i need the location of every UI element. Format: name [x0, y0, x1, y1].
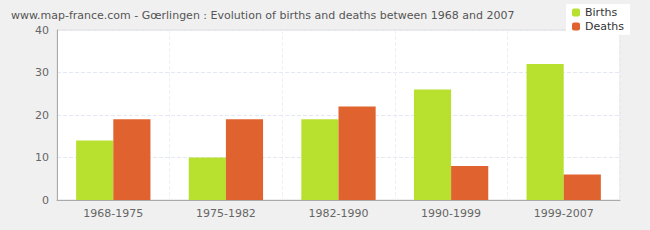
svg-text:Births: Births: [585, 6, 617, 19]
svg-text:www.map-france.com - Gœrlingen: www.map-france.com - Gœrlingen : Evoluti…: [11, 9, 514, 22]
svg-text:20: 20: [35, 109, 49, 122]
svg-text:1990-1999: 1990-1999: [421, 207, 481, 220]
svg-text:1999-2007: 1999-2007: [534, 207, 594, 220]
svg-text:1968-1975: 1968-1975: [83, 207, 143, 220]
svg-text:10: 10: [35, 151, 49, 164]
svg-text:1982-1990: 1982-1990: [309, 207, 369, 220]
svg-text:0: 0: [42, 194, 49, 207]
svg-text:40: 40: [35, 24, 49, 37]
svg-text:1975-1982: 1975-1982: [196, 207, 256, 220]
svg-text:30: 30: [35, 66, 49, 79]
svg-text:Deaths: Deaths: [585, 20, 624, 33]
